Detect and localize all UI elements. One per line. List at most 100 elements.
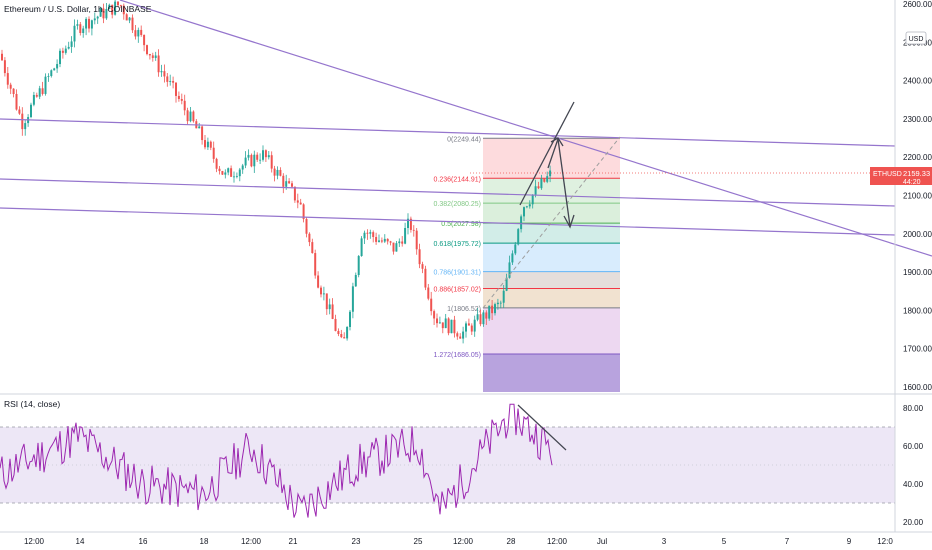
candle-body [447, 318, 450, 334]
candle-body [137, 29, 140, 37]
candle-body [441, 322, 444, 329]
candle-body [328, 304, 331, 310]
arrow-down-line[interactable] [557, 138, 571, 227]
candle-body [99, 8, 102, 17]
arrow-up-line[interactable] [519, 101, 575, 206]
time-tick-label: 23 [352, 537, 361, 546]
time-tick-label: 25 [414, 537, 423, 546]
price-tick-label: 2000.00 [903, 230, 932, 239]
candle-body [148, 54, 151, 56]
candle-body [67, 46, 70, 49]
candle-body [438, 322, 441, 324]
candle-body [369, 232, 372, 234]
candle-body [357, 256, 360, 276]
candle-body [79, 24, 82, 34]
candle-body [108, 4, 111, 9]
drawing-layer[interactable] [0, 0, 932, 309]
price-tick-label: 2100.00 [903, 192, 932, 201]
candle-body [122, 5, 125, 15]
candle-body [279, 169, 282, 176]
candle-body [502, 290, 505, 303]
fib-level-label: 0.618(1975.72) [434, 241, 481, 248]
candle-body [209, 141, 212, 148]
price-tick-label: 2400.00 [903, 77, 932, 86]
candle-body [111, 4, 114, 15]
symbol-title[interactable]: Ethereum / U.S. Dollar, 1h, COINBASE [4, 4, 152, 14]
trendline-lower[interactable] [0, 207, 896, 236]
time-tick-label: 12:00 [453, 537, 474, 546]
candle-body [453, 319, 456, 334]
time-tick-label: 9 [847, 537, 852, 546]
candle-body [407, 218, 409, 228]
candle-body [456, 333, 459, 337]
price-tick-label: 1800.00 [903, 306, 932, 315]
candle-body [233, 176, 235, 178]
candle-body [401, 241, 404, 244]
fibonacci-retracement[interactable]: 0(2249.44) 0.236(2144.91) 0.382(2080.25) 0.… [434, 136, 620, 392]
candle-body [528, 204, 531, 207]
rsi-tick-label: 80.00 [903, 404, 924, 413]
price-tick-label: 1900.00 [903, 268, 932, 277]
candle-body [525, 206, 528, 208]
candle-body [520, 216, 523, 230]
candle-body [462, 331, 465, 339]
candle-body [9, 84, 12, 89]
price-tick-label: 2600.00 [903, 0, 932, 9]
time-tick-label: 14 [76, 537, 85, 546]
candle-body [192, 111, 195, 122]
candle-body [314, 253, 317, 276]
candle-body [331, 304, 334, 319]
fib-level-label: 0.5(2027.98) [441, 221, 481, 228]
candle-body [93, 18, 96, 21]
candle-body [470, 325, 473, 332]
candle-body [485, 312, 488, 319]
price-tick-label: 2300.00 [903, 115, 932, 124]
candle-body [351, 286, 354, 312]
rsi-divergence-line[interactable] [517, 404, 567, 451]
candle-body [467, 323, 470, 326]
fib-level-label: 0.236(2144.91) [434, 176, 481, 183]
candle-body [183, 100, 186, 111]
candle-body [488, 305, 491, 319]
trendline-middle[interactable] [0, 178, 896, 207]
candle-body [247, 154, 250, 158]
candle-body [12, 88, 15, 94]
candle-body [125, 14, 128, 21]
candle-body [114, 1, 117, 15]
candle-body [276, 169, 279, 176]
fib-diagonal-dashed [482, 136, 621, 309]
candle-body [465, 323, 467, 332]
candle-body [537, 186, 540, 189]
trendline-descending[interactable] [119, 0, 932, 257]
candle-body [221, 171, 224, 175]
currency-badge[interactable]: USD [905, 31, 927, 45]
price-axis[interactable]: 1600.00 1700.00 1800.00 1900.00 2000.00 2100.… [903, 0, 932, 392]
candle-body [531, 194, 534, 205]
fib-zone [483, 307, 620, 355]
time-tick-label: 12:0 [877, 537, 893, 546]
candle-body [349, 311, 351, 327]
candle-body [288, 181, 291, 184]
candle-body [430, 298, 433, 312]
candle-body [436, 318, 438, 324]
candle-body [154, 55, 157, 58]
candle-body [305, 219, 308, 234]
rsi-axis[interactable]: 20.00 40.00 60.00 80.00 [903, 404, 924, 527]
trendline-upper-horizontal[interactable] [0, 118, 896, 147]
candle-body [53, 68, 56, 71]
time-axis[interactable]: 12:00 14 16 18 12:00 21 23 25 12:00 28 12:00 Jul 3 5 7… [24, 537, 893, 546]
candle-body [322, 293, 325, 295]
candle-body [499, 302, 502, 304]
rsi-title[interactable]: RSI (14, close) [4, 399, 60, 409]
rsi-drawing[interactable] [517, 404, 567, 451]
candle-body [534, 186, 537, 195]
candle-body [244, 157, 247, 166]
rsi-pane[interactable] [0, 403, 895, 518]
candle-body [70, 41, 73, 47]
candle-body [433, 311, 436, 319]
candle-body [119, 5, 122, 6]
candle-body [238, 169, 241, 177]
candle-body [134, 30, 137, 37]
candle-body [395, 243, 398, 252]
